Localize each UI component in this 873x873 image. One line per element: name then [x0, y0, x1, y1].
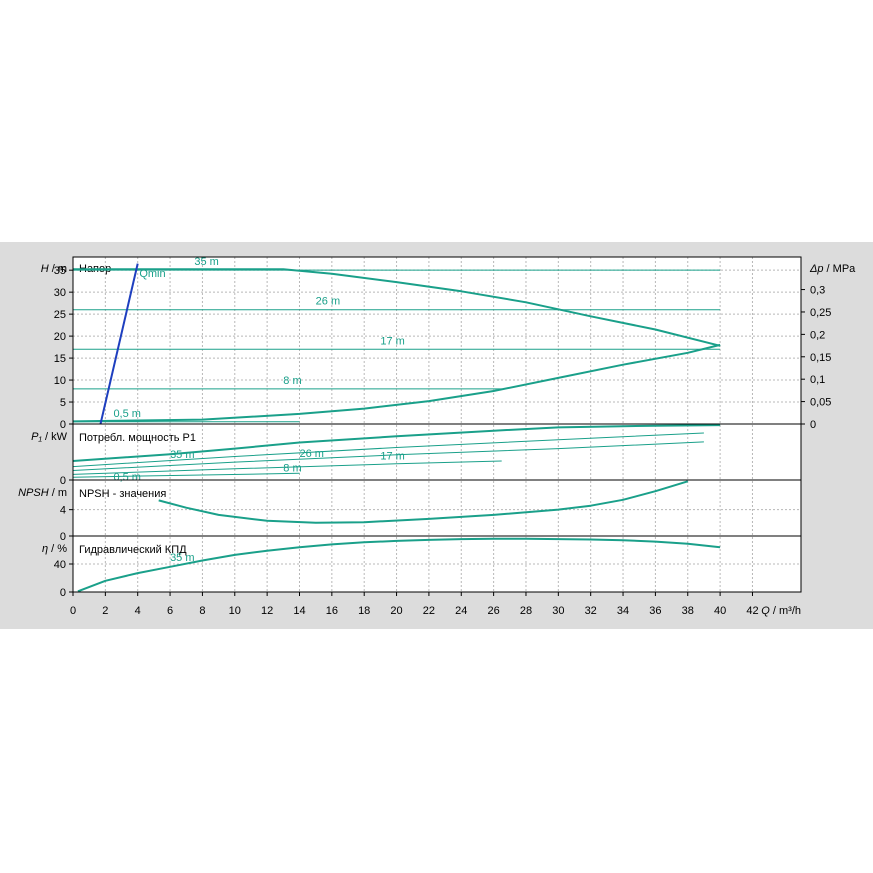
qmin-line	[99, 263, 139, 425]
power-series-line	[72, 424, 721, 462]
x-tick-label: 40	[714, 605, 726, 617]
npsh-curve	[158, 480, 689, 524]
power-series-label: 17 m	[380, 451, 404, 463]
power-series-label: 0,5 m	[113, 472, 141, 484]
dp-tick-label: 0,25	[810, 307, 831, 319]
efficiency-frame	[72, 535, 802, 593]
x-tick-label: 14	[293, 605, 305, 617]
x-tick-label: 26	[487, 605, 499, 617]
power-y-tick-label: 0	[60, 475, 66, 487]
npsh-y-tick-label: 0	[60, 531, 66, 543]
power-series-line	[72, 432, 704, 468]
dp-tick-label: 0,3	[810, 285, 825, 297]
x-tick-label: 24	[455, 605, 467, 617]
dp-axis-label: Δp / MPa	[809, 263, 856, 275]
power-series-line	[72, 460, 502, 475]
head-plot-area	[73, 257, 801, 424]
setpoint-label: 0,5 m	[113, 408, 141, 420]
power-series-label: 8 m	[283, 462, 301, 474]
power-series-label: 26 m	[299, 448, 323, 460]
npsh-panel-title: NPSH - значения	[79, 488, 166, 500]
dp-tick-label: 0,15	[810, 352, 831, 364]
setpoint-label: 17 m	[380, 335, 404, 347]
npsh-axis-label: NPSH / m	[18, 487, 67, 499]
head-min-curve	[72, 343, 721, 423]
x-tick-label: 18	[358, 605, 370, 617]
x-axis-label: Q / m³/h	[761, 605, 801, 617]
head-y-tick-label: 15	[54, 353, 66, 365]
efficiency-panel-title: Гидравлический КПД	[79, 544, 187, 556]
x-tick-label: 20	[390, 605, 402, 617]
qmin-label: Qmin	[139, 268, 165, 280]
efficiency-series-label: 35 m	[170, 552, 194, 564]
npsh-y-tick-label: 4	[60, 505, 66, 517]
head-y-tick-label: 10	[54, 375, 66, 387]
head-max-curve	[73, 268, 721, 347]
npsh-plot-area	[73, 480, 801, 536]
x-tick-label: 10	[229, 605, 241, 617]
power-panel-title: Потребл. мощность P1	[79, 432, 196, 444]
setpoint-label: 26 m	[316, 296, 340, 308]
x-tick-label: 22	[423, 605, 435, 617]
head-axis-label: H / m	[41, 263, 67, 275]
efficiency-curve	[77, 537, 721, 593]
eff-y-tick-label: 0	[60, 587, 66, 599]
x-tick-label: 36	[649, 605, 661, 617]
x-tick-label: 2	[102, 605, 108, 617]
x-tick-label: 0	[70, 605, 76, 617]
efficiency-axis-label: η / %	[42, 543, 67, 555]
head-y-tick-label: 30	[54, 287, 66, 299]
power-series-label: 35 m	[170, 449, 194, 461]
head-y-tick-label: 0	[60, 419, 66, 431]
x-tick-label: 30	[552, 605, 564, 617]
dp-tick-label: 0	[810, 419, 816, 431]
x-tick-label: 28	[520, 605, 532, 617]
x-tick-label: 6	[167, 605, 173, 617]
x-tick-label: 42	[746, 605, 758, 617]
dp-tick-label: 0,1	[810, 374, 825, 386]
head-y-tick-label: 25	[54, 309, 66, 321]
setpoint-label: 35 m	[194, 256, 218, 268]
dp-tick-label: 0,05	[810, 397, 831, 409]
head-y-tick-label: 35	[54, 265, 66, 277]
x-tick-label: 32	[585, 605, 597, 617]
x-tick-label: 34	[617, 605, 629, 617]
x-tick-label: 8	[199, 605, 205, 617]
power-series-line	[72, 472, 300, 478]
power-axis-label: P₁ / kW	[31, 431, 67, 443]
head-y-tick-label: 5	[60, 397, 66, 409]
x-tick-label: 12	[261, 605, 273, 617]
setpoint-label: 8 m	[283, 375, 301, 387]
power-series-line	[72, 441, 704, 471]
x-tick-label: 16	[326, 605, 338, 617]
eff-y-tick-label: 40	[54, 559, 66, 571]
head-y-tick-label: 20	[54, 331, 66, 343]
dp-tick-label: 0,2	[810, 329, 825, 341]
x-tick-label: 38	[682, 605, 694, 617]
x-tick-label: 4	[135, 605, 141, 617]
